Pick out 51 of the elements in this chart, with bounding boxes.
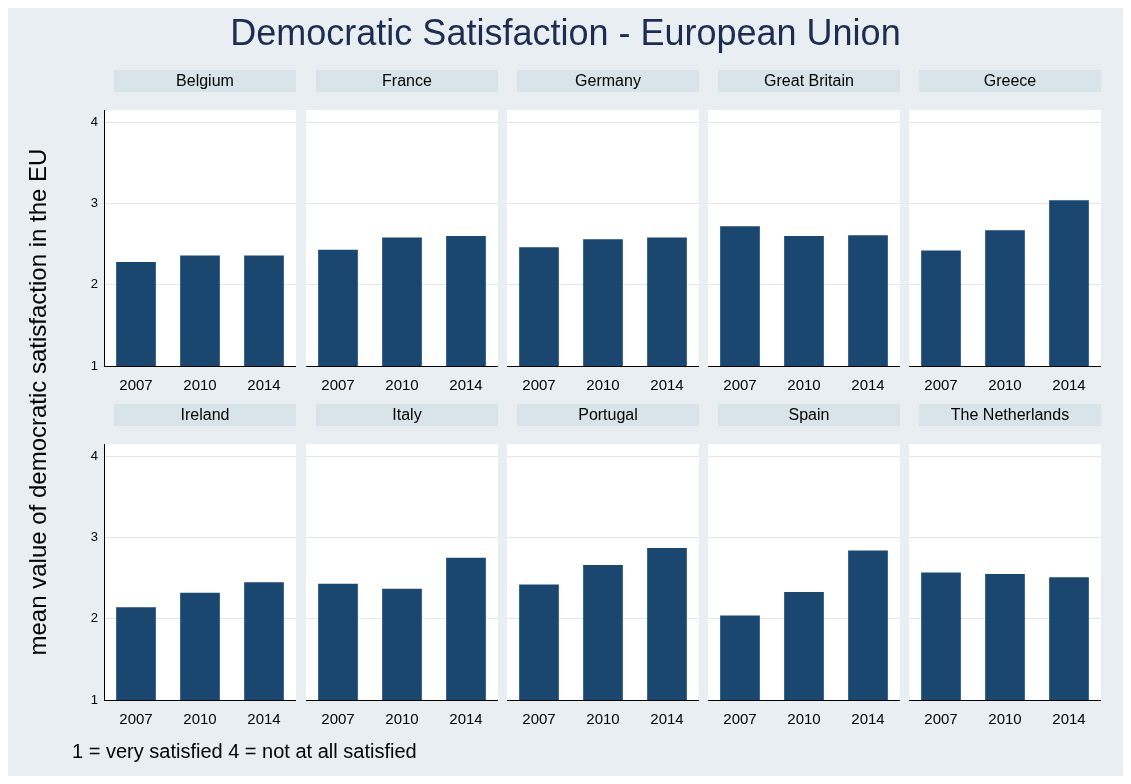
x-tick-label: 2010: [586, 710, 620, 728]
y-tick-label: 1: [90, 691, 98, 707]
chart-title: France: [316, 70, 498, 92]
x-tick-label: 2014: [851, 376, 885, 394]
x-tick-label: 2007: [522, 376, 556, 394]
x-tick-label: 2010: [787, 376, 821, 394]
chart-title: Spain: [718, 404, 900, 426]
y-tick-label: 1: [90, 357, 98, 373]
y-tick-label: 3: [90, 529, 98, 545]
x-tick-label: 2007: [321, 376, 355, 394]
x-tick-label: 2007: [522, 710, 556, 728]
x-tick-label: 2014: [650, 376, 684, 394]
chart-title: The Netherlands: [919, 404, 1101, 426]
x-tick-label: 2007: [723, 376, 757, 394]
chart-title: Belgium: [114, 70, 296, 92]
x-tick-label: 2010: [183, 376, 217, 394]
y-tick-label: 4: [90, 447, 98, 463]
x-tick-label: 2014: [851, 710, 885, 728]
x-tick-label: 2007: [924, 710, 958, 728]
y-tick-label: 2: [90, 276, 98, 292]
x-tick-label: 2007: [119, 710, 153, 728]
y-tick-label: 2: [90, 610, 98, 626]
x-tick-label: 2014: [650, 710, 684, 728]
x-tick-label: 2010: [385, 376, 419, 394]
chart-title: Italy: [316, 404, 498, 426]
chart-title: Great Britain: [718, 70, 900, 92]
x-tick-label: 2010: [988, 376, 1022, 394]
x-tick-label: 2007: [321, 710, 355, 728]
chart-title: Ireland: [114, 404, 296, 426]
x-tick-label: 2007: [924, 376, 958, 394]
x-tick-label: 2010: [183, 710, 217, 728]
chart-title: Portugal: [517, 404, 699, 426]
y-tick-label: 4: [90, 113, 98, 129]
x-tick-label: 2014: [449, 376, 483, 394]
text: Democratic Satisfaction - European Union: [229, 12, 902, 54]
chart-title: Greece: [919, 70, 1101, 92]
x-tick-label: 2014: [1052, 710, 1086, 728]
chart-title: Germany: [517, 70, 699, 92]
x-tick-label: 2014: [247, 376, 281, 394]
x-tick-label: 2010: [787, 710, 821, 728]
x-tick-label: 2010: [586, 376, 620, 394]
x-tick-label: 2010: [988, 710, 1022, 728]
x-tick-label: 2007: [119, 376, 153, 394]
y-tick-label: 3: [90, 195, 98, 211]
x-tick-label: 2007: [723, 710, 757, 728]
x-tick-label: 2014: [1052, 376, 1086, 394]
x-tick-label: 2010: [385, 710, 419, 728]
x-tick-label: 2014: [247, 710, 281, 728]
y-axis-title: mean value of democratic satisfaction in the EU: [24, 147, 52, 658]
x-tick-label: 2014: [449, 710, 483, 728]
text: 1 = very satisfied 4 = not at all satisfied: [72, 740, 417, 763]
